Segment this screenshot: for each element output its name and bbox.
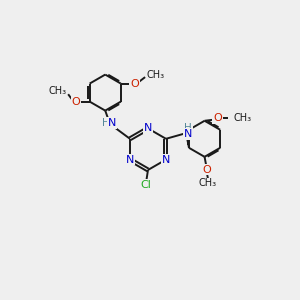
Text: CH₃: CH₃ — [199, 178, 217, 188]
Text: N: N — [108, 118, 116, 128]
Text: O: O — [213, 113, 222, 124]
Text: CH₃: CH₃ — [48, 86, 66, 96]
Text: N: N — [184, 129, 192, 139]
Text: O: O — [130, 79, 139, 88]
Text: N: N — [162, 154, 170, 165]
Text: CH₃: CH₃ — [147, 70, 165, 80]
Text: N: N — [126, 154, 134, 165]
Text: CH₃: CH₃ — [233, 113, 252, 124]
Text: H: H — [102, 118, 110, 128]
Text: O: O — [202, 164, 211, 175]
Text: N: N — [144, 123, 152, 134]
Text: H: H — [184, 123, 192, 133]
Text: O: O — [71, 97, 80, 106]
Text: Cl: Cl — [140, 180, 151, 190]
